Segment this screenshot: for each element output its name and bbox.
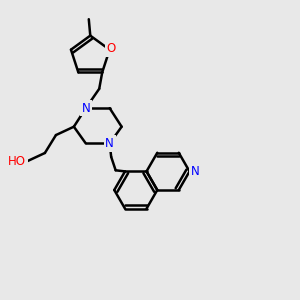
Text: O: O bbox=[106, 42, 116, 55]
Text: N: N bbox=[81, 102, 90, 115]
Text: N: N bbox=[105, 137, 114, 150]
Text: HO: HO bbox=[8, 154, 26, 167]
Text: N: N bbox=[190, 165, 199, 178]
